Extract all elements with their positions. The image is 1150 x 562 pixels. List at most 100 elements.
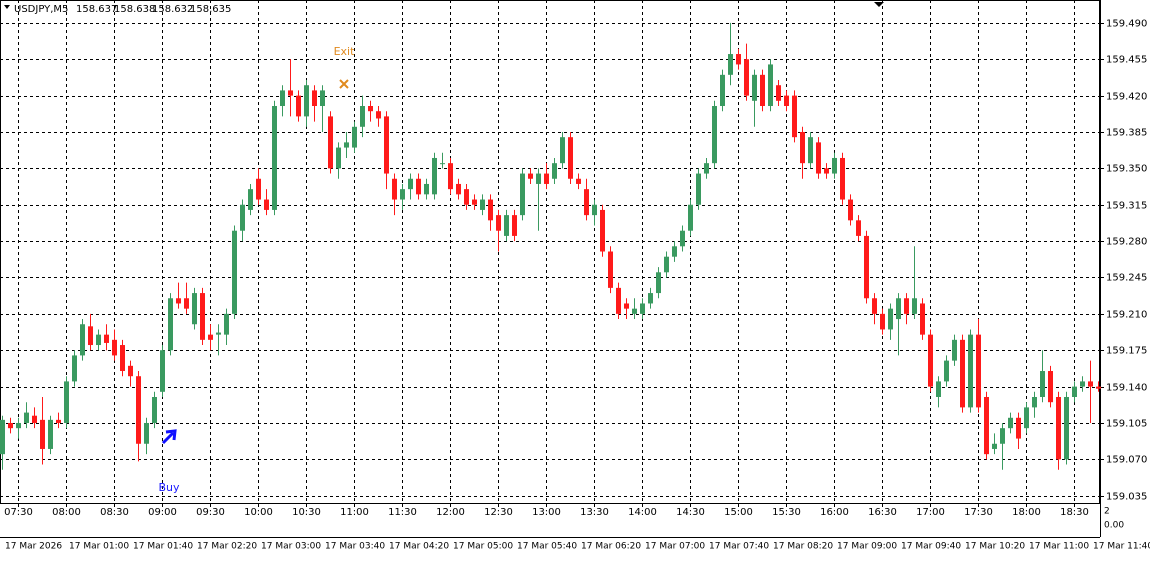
header-icon: [4, 5, 10, 9]
candle-body: [728, 54, 733, 75]
candle-body: [280, 90, 285, 107]
candle-body: [1096, 386, 1101, 389]
candle-body: [840, 157, 845, 200]
candle-body: [424, 183, 429, 195]
date-label: 17 Mar 02:20: [197, 542, 257, 552]
candle-body: [40, 419, 45, 449]
candle-body: [768, 64, 773, 107]
x-tick-label: 14:00: [628, 507, 657, 518]
candle-body: [672, 246, 677, 257]
y-tick-label: 159.350: [1106, 164, 1147, 175]
candle-body: [496, 215, 501, 231]
candle-body: [24, 412, 29, 423]
x-tick-label: 09:30: [196, 507, 225, 518]
candle-body: [640, 303, 645, 314]
candle-body: [704, 163, 709, 174]
candle-body: [912, 298, 917, 314]
candle-body: [88, 326, 93, 346]
x-tick-label: 08:00: [52, 507, 81, 518]
candle-body: [656, 272, 661, 294]
candle-body: [288, 90, 293, 96]
candle-body: [464, 189, 469, 205]
x-tick-label: 09:00: [148, 507, 177, 518]
y-tick-label: 159.280: [1106, 237, 1147, 248]
candle-body: [544, 173, 549, 184]
x-tick-label: 18:30: [1060, 507, 1089, 518]
candle-body: [1032, 396, 1037, 408]
candle-body: [680, 230, 685, 247]
candle-body: [872, 298, 877, 314]
candle-body: [376, 111, 381, 119]
candle-body: [216, 332, 221, 335]
quote-open: 158.637: [76, 4, 117, 15]
symbol: USDJPY,M5: [14, 4, 68, 15]
candle-body: [192, 293, 197, 325]
x-tick-label: 16:00: [820, 507, 849, 518]
date-label: 17 Mar 11:40: [1093, 542, 1150, 552]
x-tick-label: 11:30: [388, 507, 417, 518]
candle-body: [792, 95, 797, 138]
plot-frame: [0, 0, 1100, 504]
x-tick-label: 13:30: [580, 507, 609, 518]
candle-body: [744, 59, 749, 96]
candle-body: [848, 199, 853, 221]
quote-high: 158.638: [114, 4, 155, 15]
candle-body: [1080, 381, 1085, 387]
candle-body: [800, 131, 805, 164]
candle-body: [1048, 371, 1053, 403]
candle-body: [16, 422, 21, 429]
candle-body: [632, 308, 637, 314]
candle-body: [312, 90, 317, 107]
candle-body: [112, 339, 117, 356]
candle-body: [600, 209, 605, 252]
candle-body: [832, 157, 837, 174]
candle-body: [520, 173, 525, 216]
candle-body: [432, 157, 437, 195]
candle-body: [360, 106, 365, 127]
date-label: 17 Mar 09:40: [901, 542, 961, 552]
candle-body: [144, 422, 149, 444]
candle-body: [368, 106, 373, 112]
x-tick-label: 15:00: [724, 507, 753, 518]
candle-body: [304, 85, 309, 117]
x-tick-label: 08:30: [100, 507, 129, 518]
candle-body: [240, 204, 245, 231]
date-label: 17 Mar 01:00: [69, 542, 129, 552]
candle-body: [808, 137, 813, 164]
candle-body: [968, 334, 973, 408]
candle-body: [584, 189, 589, 216]
candle-body: [344, 142, 349, 148]
candle-body: [384, 116, 389, 174]
candle-body: [1016, 417, 1021, 439]
candle-body: [504, 215, 509, 236]
candle-body: [128, 365, 133, 377]
candle-body: [0, 419, 5, 455]
candle-body: [1008, 417, 1013, 429]
candle-body: [352, 126, 357, 148]
x-tick-label: 18:00: [1012, 507, 1041, 518]
candle-body: [864, 235, 869, 299]
candle-body: [664, 256, 669, 273]
candle-body: [272, 106, 277, 210]
candle-body: [480, 199, 485, 210]
y-tick-label: 159.455: [1106, 55, 1147, 66]
candle-body: [256, 178, 261, 200]
candle-body: [624, 303, 629, 309]
candle-body: [72, 355, 77, 382]
candle-body: [8, 422, 13, 429]
candle-body: [48, 419, 53, 449]
candle-body: [1088, 381, 1093, 387]
date-label: 17 Mar 03:00: [261, 542, 321, 552]
x-tick-label: 10:30: [292, 507, 321, 518]
date-label: 17 Mar 01:40: [133, 542, 193, 552]
x-tick-label: 10:00: [244, 507, 273, 518]
quote-low: 158.632: [152, 4, 193, 15]
candle-body: [984, 396, 989, 455]
candle-body: [688, 204, 693, 231]
candle-body: [896, 298, 901, 320]
candle-body: [1064, 396, 1069, 460]
x-tick-label: 15:30: [772, 507, 801, 518]
buy-label: Buy: [158, 481, 180, 494]
exit-label: Exit: [334, 45, 356, 58]
